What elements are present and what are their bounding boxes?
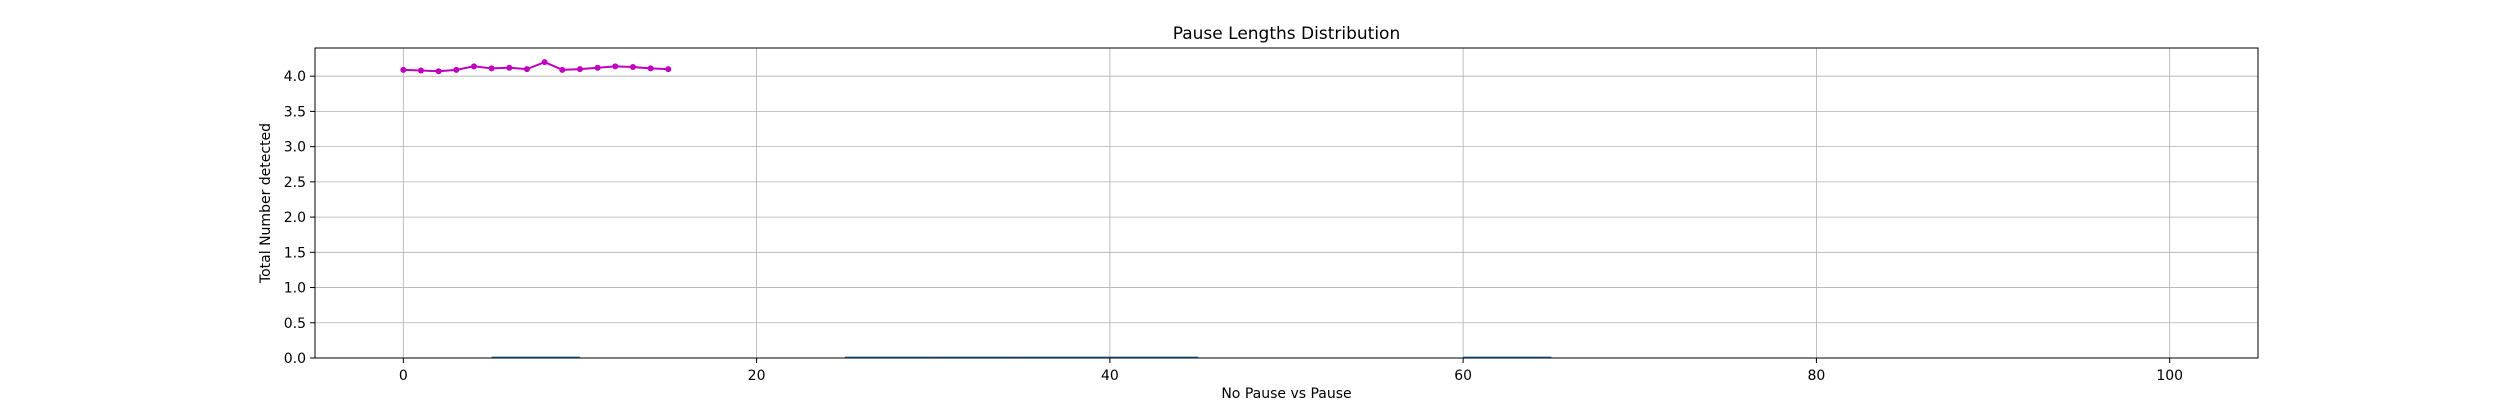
data-point	[665, 66, 672, 73]
data-point	[417, 67, 424, 74]
data-point	[647, 65, 654, 72]
x-tick-label: 40	[1101, 368, 1119, 384]
bar	[1021, 356, 1110, 358]
bar	[491, 356, 580, 358]
x-tick-label: 100	[2156, 368, 2183, 384]
y-tick-label: 0.0	[284, 351, 306, 367]
series-line	[403, 61, 669, 73]
y-tick-label: 4.0	[284, 69, 306, 85]
data-point	[523, 66, 530, 73]
data-point	[470, 63, 477, 70]
data-point	[541, 59, 548, 66]
grid-layer	[315, 48, 2258, 359]
data-point	[506, 64, 513, 71]
bar	[933, 356, 1022, 358]
data-point	[435, 68, 442, 75]
data-point	[576, 66, 583, 73]
bar	[844, 356, 934, 358]
x-axis-label: No Pause vs Pause	[1221, 386, 1351, 400]
data-point	[400, 66, 407, 73]
y-axis-label: Total Number detected	[258, 123, 274, 284]
data-point	[612, 63, 619, 70]
data-point	[559, 66, 566, 73]
x-tick-label: 60	[1454, 368, 1472, 384]
chart-title: Pause Lengths Distribution	[1173, 24, 1400, 44]
data-point	[594, 64, 601, 71]
x-tick-label: 80	[1807, 368, 1825, 384]
data-point	[453, 66, 460, 73]
x-tick-label: 20	[748, 368, 766, 384]
y-tick-label: 3.0	[284, 140, 306, 156]
plot-frame	[314, 47, 2259, 359]
bar-layer	[491, 356, 1552, 358]
tick-layer: 0 20 40 60 80 100 0.0 0.5 1.0 1.5 2.0 2.5 3.0 3.5 4.0	[284, 69, 2183, 384]
y-tick-label: 3.5	[284, 104, 306, 120]
y-tick-label: 2.5	[284, 175, 306, 191]
line-layer	[400, 59, 672, 75]
y-tick-label: 0.5	[284, 316, 306, 332]
y-tick-label: 1.5	[284, 245, 306, 261]
data-point	[488, 65, 495, 72]
bar	[1109, 356, 1199, 358]
y-tick-label: 1.0	[284, 281, 306, 297]
data-point	[629, 64, 636, 71]
bar	[1463, 356, 1552, 358]
y-tick-label: 2.0	[284, 210, 306, 226]
x-tick-label: 0	[399, 368, 408, 384]
